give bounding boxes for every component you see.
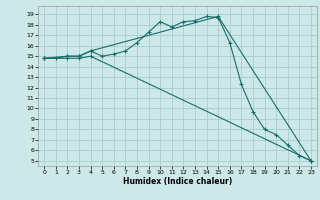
X-axis label: Humidex (Indice chaleur): Humidex (Indice chaleur) [123,177,232,186]
